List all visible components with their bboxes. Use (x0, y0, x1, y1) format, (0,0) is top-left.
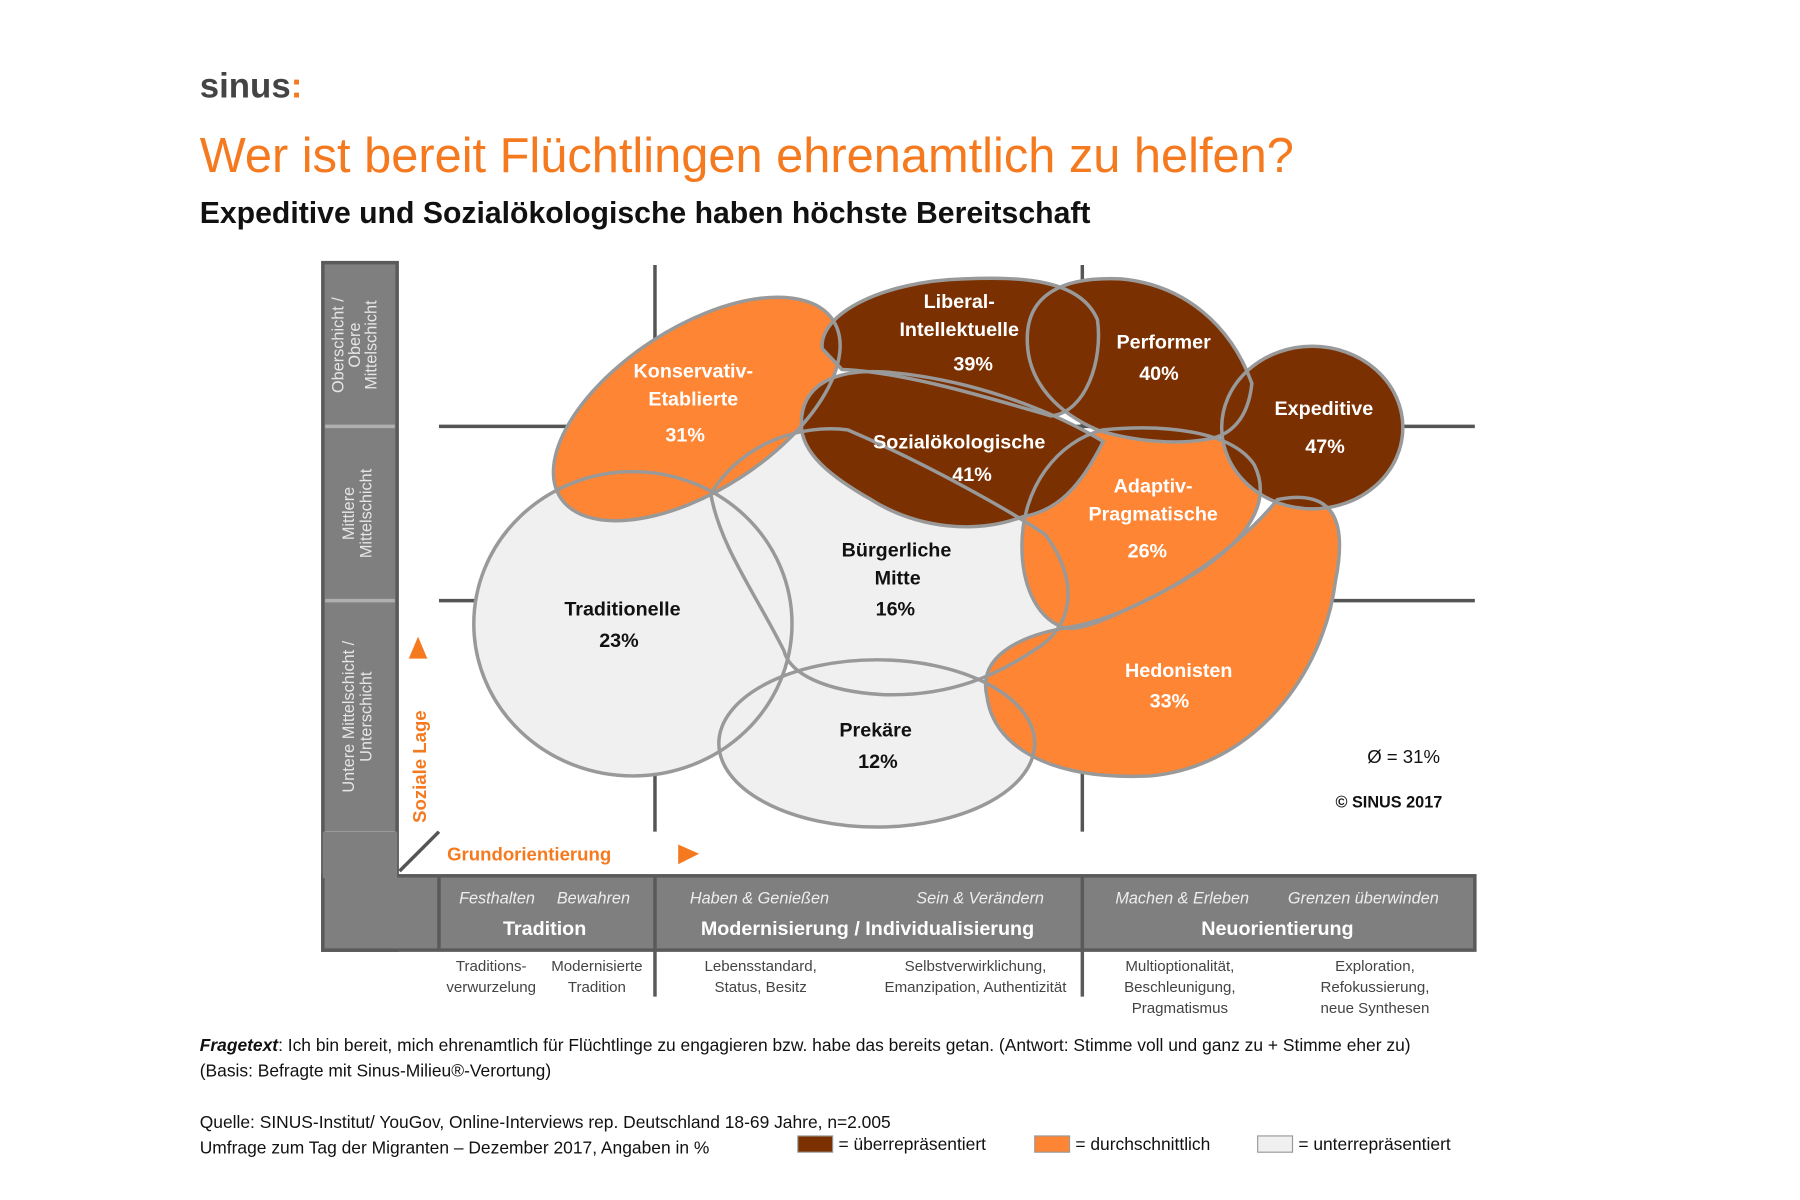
page-subtitle: Expeditive und Sozialökologische haben h… (200, 197, 1091, 230)
milieu-value: 12% (858, 751, 898, 773)
x-description: Pragmatismus (1132, 1000, 1228, 1017)
legend-label: = unterrepräsentiert (1298, 1134, 1451, 1154)
x-description: neue Synthesen (1320, 1000, 1429, 1017)
y-row-label: Mittelschicht (358, 468, 376, 558)
x-column-label: Modernisierung / Individualisierung (701, 918, 1034, 940)
milieu-value: 33% (1150, 690, 1190, 712)
y-row-label: Oberschicht / (330, 297, 348, 393)
x-description: Tradition (568, 979, 626, 996)
legend-swatch-durch (1034, 1135, 1071, 1153)
legend-swatch-ueber (797, 1135, 834, 1153)
x-description: Traditions- (456, 958, 527, 975)
milieu-name: Liberal- (924, 291, 995, 313)
milieu-labels: Konservativ- Etablierte 31% Liberal- Int… (564, 291, 1373, 773)
y-row-label: Unterschicht (358, 671, 376, 762)
x-axis-bar: Festhalten Bewahren Haben & Genießen Sei… (321, 830, 1477, 997)
x-sub-label: Haben & Genießen (690, 890, 829, 908)
x-description: Multioptionalität, (1125, 958, 1234, 975)
bubble-prekaere (718, 659, 1035, 828)
bubble-traditionelle (473, 471, 792, 776)
x-description: Refokussierung, (1320, 979, 1429, 996)
x-sub-label: Festhalten (459, 890, 535, 908)
milieu-name: Performer (1116, 332, 1211, 354)
legend-swatch-unter (1257, 1135, 1294, 1153)
milieu-value: 41% (952, 464, 992, 486)
arrow-right-icon (678, 844, 700, 865)
arrow-up-icon (408, 636, 428, 659)
x-sub-label: Bewahren (557, 890, 630, 908)
milieu-value: 31% (665, 424, 705, 446)
milieu-name: Sozialökologische (873, 431, 1045, 453)
milieu-name: Konservativ- (634, 361, 754, 383)
bubble-outlines (472, 276, 1405, 829)
x-sub-label: Sein & Verändern (916, 890, 1044, 908)
milieu-name: Pragmatische (1088, 503, 1217, 525)
x-column-label: Neuorientierung (1201, 918, 1353, 940)
milieu-name: Adaptiv- (1114, 476, 1193, 498)
bubble-hedonisten (985, 497, 1340, 777)
bubble-performer (1027, 278, 1252, 442)
milieu-name: Intellektuelle (899, 319, 1019, 341)
x-column-label: Tradition (503, 918, 586, 940)
milieu-value: 47% (1305, 436, 1345, 458)
milieu-name: Prekäre (839, 719, 911, 741)
x-description: Lebensstandard, (704, 958, 816, 975)
basis-note: (Basis: Befragte mit Sinus-Milieu®-Veror… (200, 1061, 551, 1081)
x-description: Modernisierte (551, 958, 642, 975)
bubble-expeditive (1221, 346, 1403, 509)
bubble-konservativ-etablierte (553, 297, 841, 521)
x-sub-label: Grenzen überwinden (1288, 890, 1439, 908)
y-row-label: Mittelschicht (362, 300, 380, 390)
milieu-name: Hedonisten (1125, 660, 1232, 682)
milieu-value: 40% (1139, 363, 1179, 385)
milieu-value: 16% (876, 599, 916, 621)
copyright: © SINUS 2017 (1335, 793, 1442, 811)
legend-label: = durchschnittlich (1075, 1134, 1210, 1154)
milieu-name: Expeditive (1275, 398, 1374, 420)
page-title: Wer ist bereit Flüchtlingen ehrenamtlich… (200, 129, 1294, 183)
milieu-value: 39% (953, 354, 993, 376)
source-note: Quelle: SINUS-Institut/ YouGov, Online-I… (200, 1112, 891, 1132)
legend-label: = überrepräsentiert (838, 1134, 986, 1154)
x-axis-title: Grundorientierung (447, 844, 611, 865)
milieu-bubbles (473, 278, 1403, 828)
x-description: Exploration, (1335, 958, 1415, 975)
milieu-value: 26% (1128, 541, 1168, 563)
bubble-liberal-intellektuelle (822, 278, 1099, 416)
x-description: Status, Besitz (715, 979, 807, 996)
x-description: Beschleunigung, (1124, 979, 1236, 996)
milieu-value: 23% (599, 630, 639, 652)
milieu-name: Etablierte (648, 388, 738, 410)
x-descriptions: Traditions- verwurzelung Modernisierte T… (446, 958, 1429, 1017)
x-sub-label: Machen & Erleben (1115, 890, 1249, 908)
milieu-name: Traditionelle (564, 599, 680, 621)
x-description: Emanzipation, Authentizität (885, 979, 1068, 996)
x-description: Selbstverwirklichung, (905, 958, 1047, 975)
average-value: Ø = 31% (1367, 746, 1440, 767)
milieu-name: Mitte (875, 567, 921, 589)
milieu-name: Bürgerliche (842, 539, 952, 561)
y-row-label: Obere (346, 323, 364, 368)
legend: = überrepräsentiert = durchschnittlich =… (797, 1134, 1451, 1154)
fragetext: Fragetext: Ich bin bereit, mich ehrenamt… (200, 1035, 1411, 1055)
y-axis-title: Soziale Lage (409, 710, 430, 823)
sinus-logo: sinus: (200, 67, 303, 106)
y-row-label: Mittlere (340, 487, 358, 540)
survey-note: Umfrage zum Tag der Migranten – Dezember… (200, 1137, 710, 1157)
x-description: verwurzelung (446, 979, 536, 996)
y-row-label: Untere Mittelschicht / (340, 640, 358, 792)
